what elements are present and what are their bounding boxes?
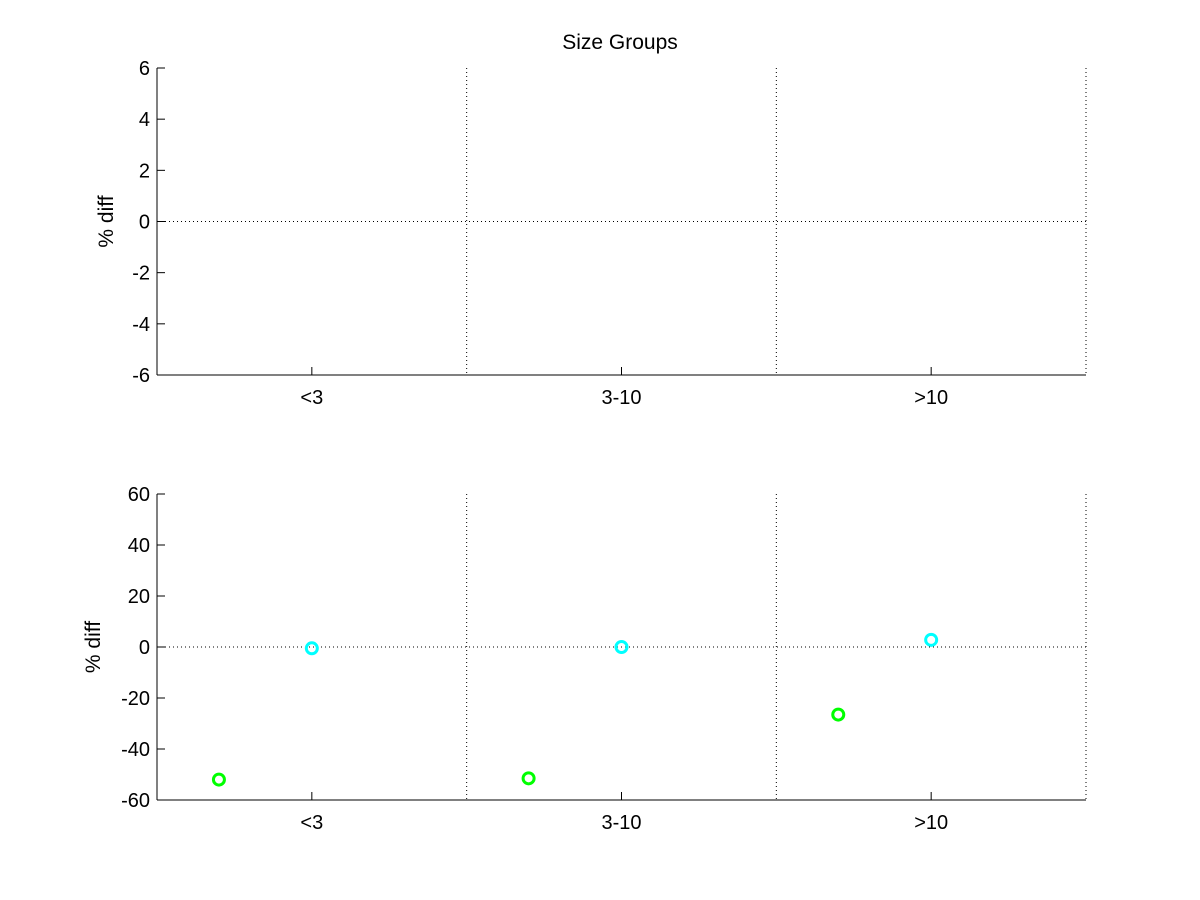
data-point: [924, 632, 939, 647]
top-axes: -6 -4 -2 0 2 4 6 <3 3-10 >10 % diff: [95, 58, 1087, 409]
data-point: [521, 771, 536, 786]
data-point: [831, 707, 846, 722]
figure-title: Size Groups: [562, 31, 678, 54]
bottom-axes: -60 -40 -20 0 20 40 60 <3 3-10 >10 % diff: [82, 484, 1087, 834]
data-point: [304, 641, 319, 656]
y-tick-label: -20: [121, 688, 150, 710]
y-tick-label: 40: [128, 535, 150, 557]
y-tick-label: -4: [132, 314, 150, 336]
y-tick-label: -40: [121, 739, 150, 761]
y-tick-label: -6: [132, 365, 150, 387]
y-axis-label: % diff: [82, 621, 105, 673]
y-axis-label: % diff: [95, 195, 118, 247]
x-tick-label: <3: [300, 812, 323, 834]
y-tick-label: 0: [139, 637, 150, 659]
y-tick-label: -60: [121, 790, 150, 812]
y-tick-label: 6: [139, 58, 150, 80]
data-point: [211, 772, 226, 787]
x-tick-label: <3: [300, 387, 323, 409]
data-point: [614, 640, 629, 654]
x-tick-label: >10: [914, 387, 948, 409]
y-tick-label: 2: [139, 160, 150, 182]
x-tick-label: >10: [914, 812, 948, 834]
y-tick-label: 4: [139, 109, 150, 131]
x-tick-label: 3-10: [601, 387, 641, 409]
y-tick-label: 20: [128, 586, 150, 608]
y-tick-label: 0: [139, 212, 150, 234]
y-tick-label: 60: [128, 484, 150, 506]
x-tick-label: 3-10: [601, 812, 641, 834]
y-tick-label: -2: [132, 263, 150, 285]
